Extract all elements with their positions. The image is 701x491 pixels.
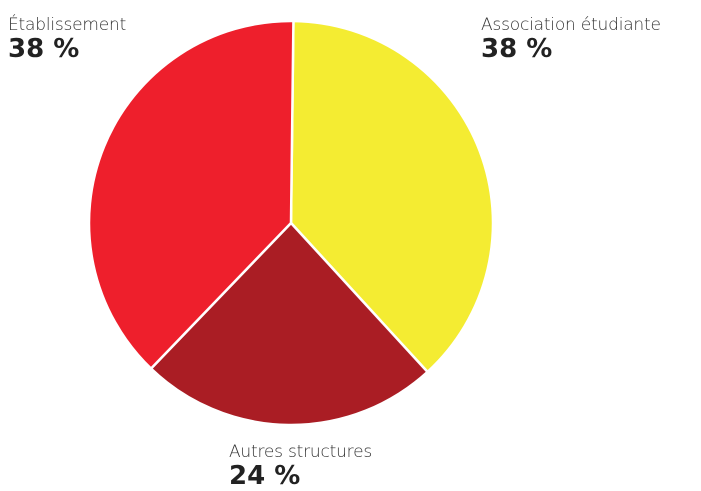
pie-slice-autres-structures xyxy=(149,221,429,427)
slice-name: Autres structures xyxy=(229,442,373,462)
slice-name: Association étudiante xyxy=(481,15,661,35)
slice-value: 24 % xyxy=(229,461,301,491)
slice-value: 38 % xyxy=(8,34,80,64)
slice-label-etablissement: Établissement 38 % xyxy=(8,15,127,64)
slice-label-association-etudiante: Association étudiante 38 % xyxy=(481,15,661,64)
slice-value: 38 % xyxy=(481,34,553,64)
pie-slice-etablissement xyxy=(87,19,295,370)
slice-name: Établissement xyxy=(8,15,127,35)
slice-label-autres-structures: Autres structures 24 % xyxy=(229,442,373,491)
pie-slice-association-etudiante xyxy=(289,19,495,374)
